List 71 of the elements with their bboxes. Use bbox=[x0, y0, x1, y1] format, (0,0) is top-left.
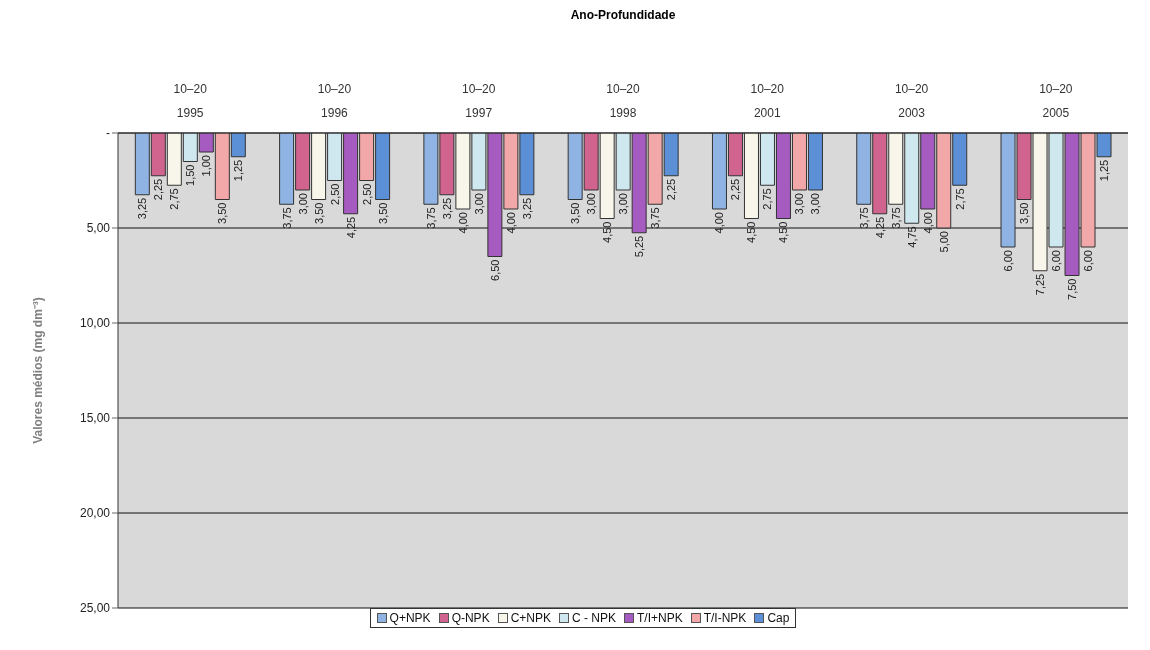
y-tick-label: 10,00 bbox=[79, 316, 111, 331]
data-label: 2,50 bbox=[328, 183, 341, 205]
data-label: 4,75 bbox=[905, 226, 918, 248]
y-tick-label: 15,00 bbox=[79, 411, 111, 426]
y-axis-title: Valores médios (mg dm⁻³) bbox=[31, 297, 46, 444]
data-label: 4,00 bbox=[713, 212, 726, 234]
data-label: 4,50 bbox=[745, 221, 758, 243]
data-label: 3,00 bbox=[296, 193, 309, 215]
data-label: 1,50 bbox=[184, 164, 197, 186]
x-tick-label: 10–20 1995 bbox=[173, 82, 208, 120]
data-label: 3,75 bbox=[857, 207, 870, 229]
data-label: 5,25 bbox=[633, 235, 646, 258]
data-label: 3,75 bbox=[424, 207, 437, 229]
data-label: 6,50 bbox=[488, 259, 501, 281]
data-label: 4,25 bbox=[873, 216, 886, 239]
data-label: 4,50 bbox=[601, 221, 614, 243]
data-label: 4,25 bbox=[344, 216, 357, 239]
data-label: 3,00 bbox=[809, 193, 822, 215]
y-tick-label: 20,00 bbox=[79, 506, 111, 521]
data-label: 3,75 bbox=[649, 207, 662, 229]
data-label: 2,25 bbox=[729, 178, 742, 201]
data-label: 3,50 bbox=[376, 202, 389, 224]
legend-label: Q+NPK bbox=[389, 611, 431, 625]
data-label: 2,75 bbox=[953, 188, 966, 210]
x-tick-label: 10–20 1996 bbox=[317, 82, 352, 120]
data-label: 7,50 bbox=[1066, 278, 1079, 300]
x-tick-label: 10–20 1998 bbox=[606, 82, 641, 120]
y-tick-label: 5,00 bbox=[86, 221, 111, 236]
x-tick-label: 10–20 2001 bbox=[750, 82, 785, 120]
y-tick-label: - bbox=[106, 126, 110, 141]
legend-label: Q-NPK bbox=[451, 611, 490, 625]
data-label: 6,00 bbox=[1050, 250, 1063, 272]
data-label: 3,50 bbox=[569, 202, 582, 224]
data-label: 3,25 bbox=[520, 197, 533, 220]
data-label: 3,00 bbox=[472, 193, 485, 215]
data-label: 3,25 bbox=[440, 197, 453, 220]
data-label: 4,50 bbox=[777, 221, 790, 243]
data-label: 2,50 bbox=[360, 183, 373, 205]
data-label: 3,00 bbox=[793, 193, 806, 215]
data-label: 2,75 bbox=[761, 188, 774, 210]
legend-label: C+NPK bbox=[510, 611, 551, 625]
data-label: 6,00 bbox=[1002, 250, 1015, 272]
data-label: 3,75 bbox=[280, 207, 293, 229]
x-axis-title: Ano-Profundidade bbox=[569, 8, 677, 22]
data-label: 1,00 bbox=[200, 155, 213, 177]
data-label: 1,25 bbox=[1098, 159, 1111, 182]
y-tick-label: 25,00 bbox=[79, 601, 111, 616]
data-label: 3,50 bbox=[312, 202, 325, 224]
data-label: 2,25 bbox=[665, 178, 678, 201]
x-tick-label: 10–20 1997 bbox=[462, 82, 496, 120]
x-tick-label: 10–20 2003 bbox=[894, 82, 929, 120]
data-label: 3,50 bbox=[1018, 202, 1031, 224]
data-label: 3,75 bbox=[889, 207, 902, 229]
legend-label: Cap bbox=[767, 611, 790, 625]
data-label: 3,00 bbox=[617, 193, 630, 215]
data-label: 3,50 bbox=[216, 202, 229, 224]
data-label: 1,25 bbox=[232, 159, 245, 182]
legend-label: C - NPK bbox=[572, 611, 617, 625]
data-label: 3,00 bbox=[585, 193, 598, 215]
data-label: 6,00 bbox=[1082, 250, 1095, 272]
data-label: 4,00 bbox=[921, 212, 934, 234]
data-label: 3,25 bbox=[136, 197, 149, 220]
data-label: 4,00 bbox=[504, 212, 517, 234]
data-label: 2,25 bbox=[152, 178, 165, 201]
legend-label: T/I-NPK bbox=[703, 611, 747, 625]
data-label: 2,75 bbox=[168, 188, 181, 210]
data-label: 5,00 bbox=[937, 231, 950, 253]
legend-label: T/I+NPK bbox=[637, 611, 683, 625]
x-tick-label: 10–20 2005 bbox=[1039, 82, 1073, 120]
data-label: 4,00 bbox=[456, 212, 469, 234]
data-label: 7,25 bbox=[1034, 273, 1047, 296]
